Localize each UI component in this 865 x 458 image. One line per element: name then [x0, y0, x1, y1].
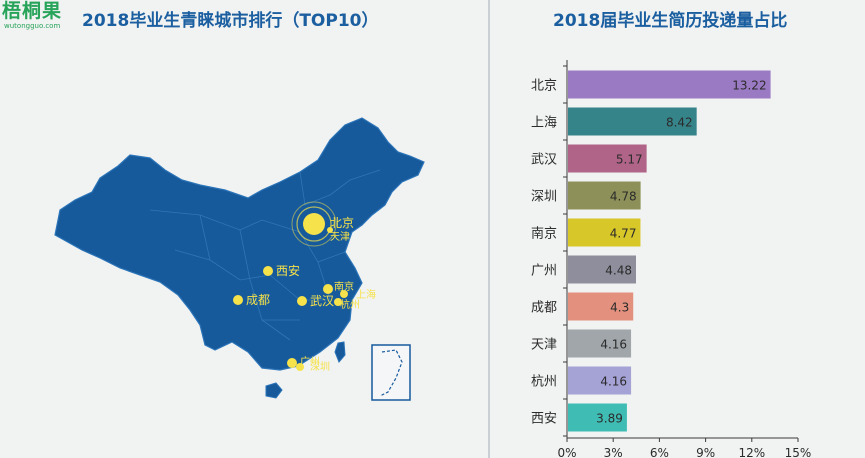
bar-value-label: 3.89 — [596, 412, 623, 426]
bar-value-label: 4.16 — [600, 338, 627, 352]
province-borders — [149, 169, 381, 341]
bar-value-label: 13.22 — [732, 79, 766, 93]
category-label: 成都 — [531, 301, 557, 316]
brand-name: 梧桐果 — [2, 0, 63, 22]
bar-value-label: 5.17 — [616, 153, 643, 167]
city-label-chengdu: 成都 — [246, 293, 270, 307]
x-tick-label: 6% — [650, 446, 669, 458]
bar — [568, 292, 634, 321]
china-map: 北京 天津 西安 成都 武汉 南京 上海 杭州 广州 深圳 — [54, 117, 425, 401]
bar-value-label: 4.16 — [600, 375, 627, 389]
bar-value-label: 4.78 — [610, 190, 637, 204]
city-marker-wuhan — [297, 296, 307, 306]
city-label-beijing: 北京 — [330, 216, 354, 230]
city-label-nanjing: 南京 — [334, 280, 354, 293]
brand-url: wutongguo.com — [4, 22, 61, 30]
china-mainland-shape — [54, 117, 425, 371]
category-label: 上海 — [531, 116, 557, 131]
city-marker-beijing — [291, 201, 337, 247]
city-marker-guangzhou — [287, 358, 297, 368]
x-tick-label: 12% — [738, 446, 765, 458]
bar — [568, 107, 697, 136]
city-label-tianjin: 天津 — [330, 231, 350, 243]
south-china-sea-inset — [371, 344, 411, 401]
city-marker-chengdu — [233, 295, 243, 305]
bar — [568, 70, 771, 99]
city-marker-nanjing — [323, 284, 333, 294]
bar-value-label: 8.42 — [666, 116, 693, 130]
city-label-hangzhou: 杭州 — [340, 298, 360, 311]
bar-value-label: 4.48 — [605, 264, 632, 278]
hainan-island-shape — [265, 382, 283, 399]
bar — [568, 403, 627, 432]
panel-divider — [488, 0, 490, 458]
category-label: 武汉 — [531, 153, 557, 168]
bar — [568, 329, 632, 358]
bar — [568, 218, 641, 247]
bar-value-label: 4.3 — [610, 301, 629, 315]
category-label: 北京 — [531, 79, 557, 94]
bar — [568, 181, 641, 210]
x-tick-label: 15% — [785, 446, 812, 458]
chart-title: 2018届毕业生简历投递量占比 — [553, 11, 788, 31]
category-label: 南京 — [531, 226, 557, 242]
city-marker-hangzhou — [334, 298, 342, 306]
city-marker-shenzhen — [296, 363, 304, 371]
category-label: 杭州 — [531, 375, 557, 390]
category-label: 广州 — [531, 264, 557, 279]
bar — [568, 366, 632, 395]
bar — [568, 255, 636, 284]
x-tick-label: 0% — [557, 446, 576, 458]
x-tick-label: 9% — [696, 446, 715, 458]
category-label: 西安 — [531, 412, 557, 427]
city-label-wuhan: 武汉 — [310, 294, 334, 308]
city-label-guangzhou: 广州 — [300, 356, 320, 368]
bar — [568, 144, 647, 173]
brand-logo: 梧桐果 wutongguo.com — [2, 0, 80, 34]
bar-chart: 北京 13.22 上海 8.42 武汉 5.17 深圳 4.78 南京 4.77 广州 4.48 成都 4… — [531, 60, 812, 458]
city-marker-tianjin — [327, 227, 333, 233]
city-marker-xian — [263, 266, 273, 276]
category-label: 深圳 — [531, 190, 557, 205]
map-title: 2018毕业生青睐城市排行（TOP10） — [82, 11, 379, 31]
city-marker-shanghai — [340, 290, 348, 298]
taiwan-island-shape — [334, 341, 346, 363]
x-tick-label: 3% — [604, 446, 623, 458]
city-label-xian: 西安 — [276, 263, 300, 278]
bar-value-label: 4.77 — [610, 227, 637, 241]
city-label-shanghai: 上海 — [356, 288, 376, 301]
city-label-shenzhen: 深圳 — [310, 361, 330, 373]
category-label: 天津 — [531, 338, 557, 353]
